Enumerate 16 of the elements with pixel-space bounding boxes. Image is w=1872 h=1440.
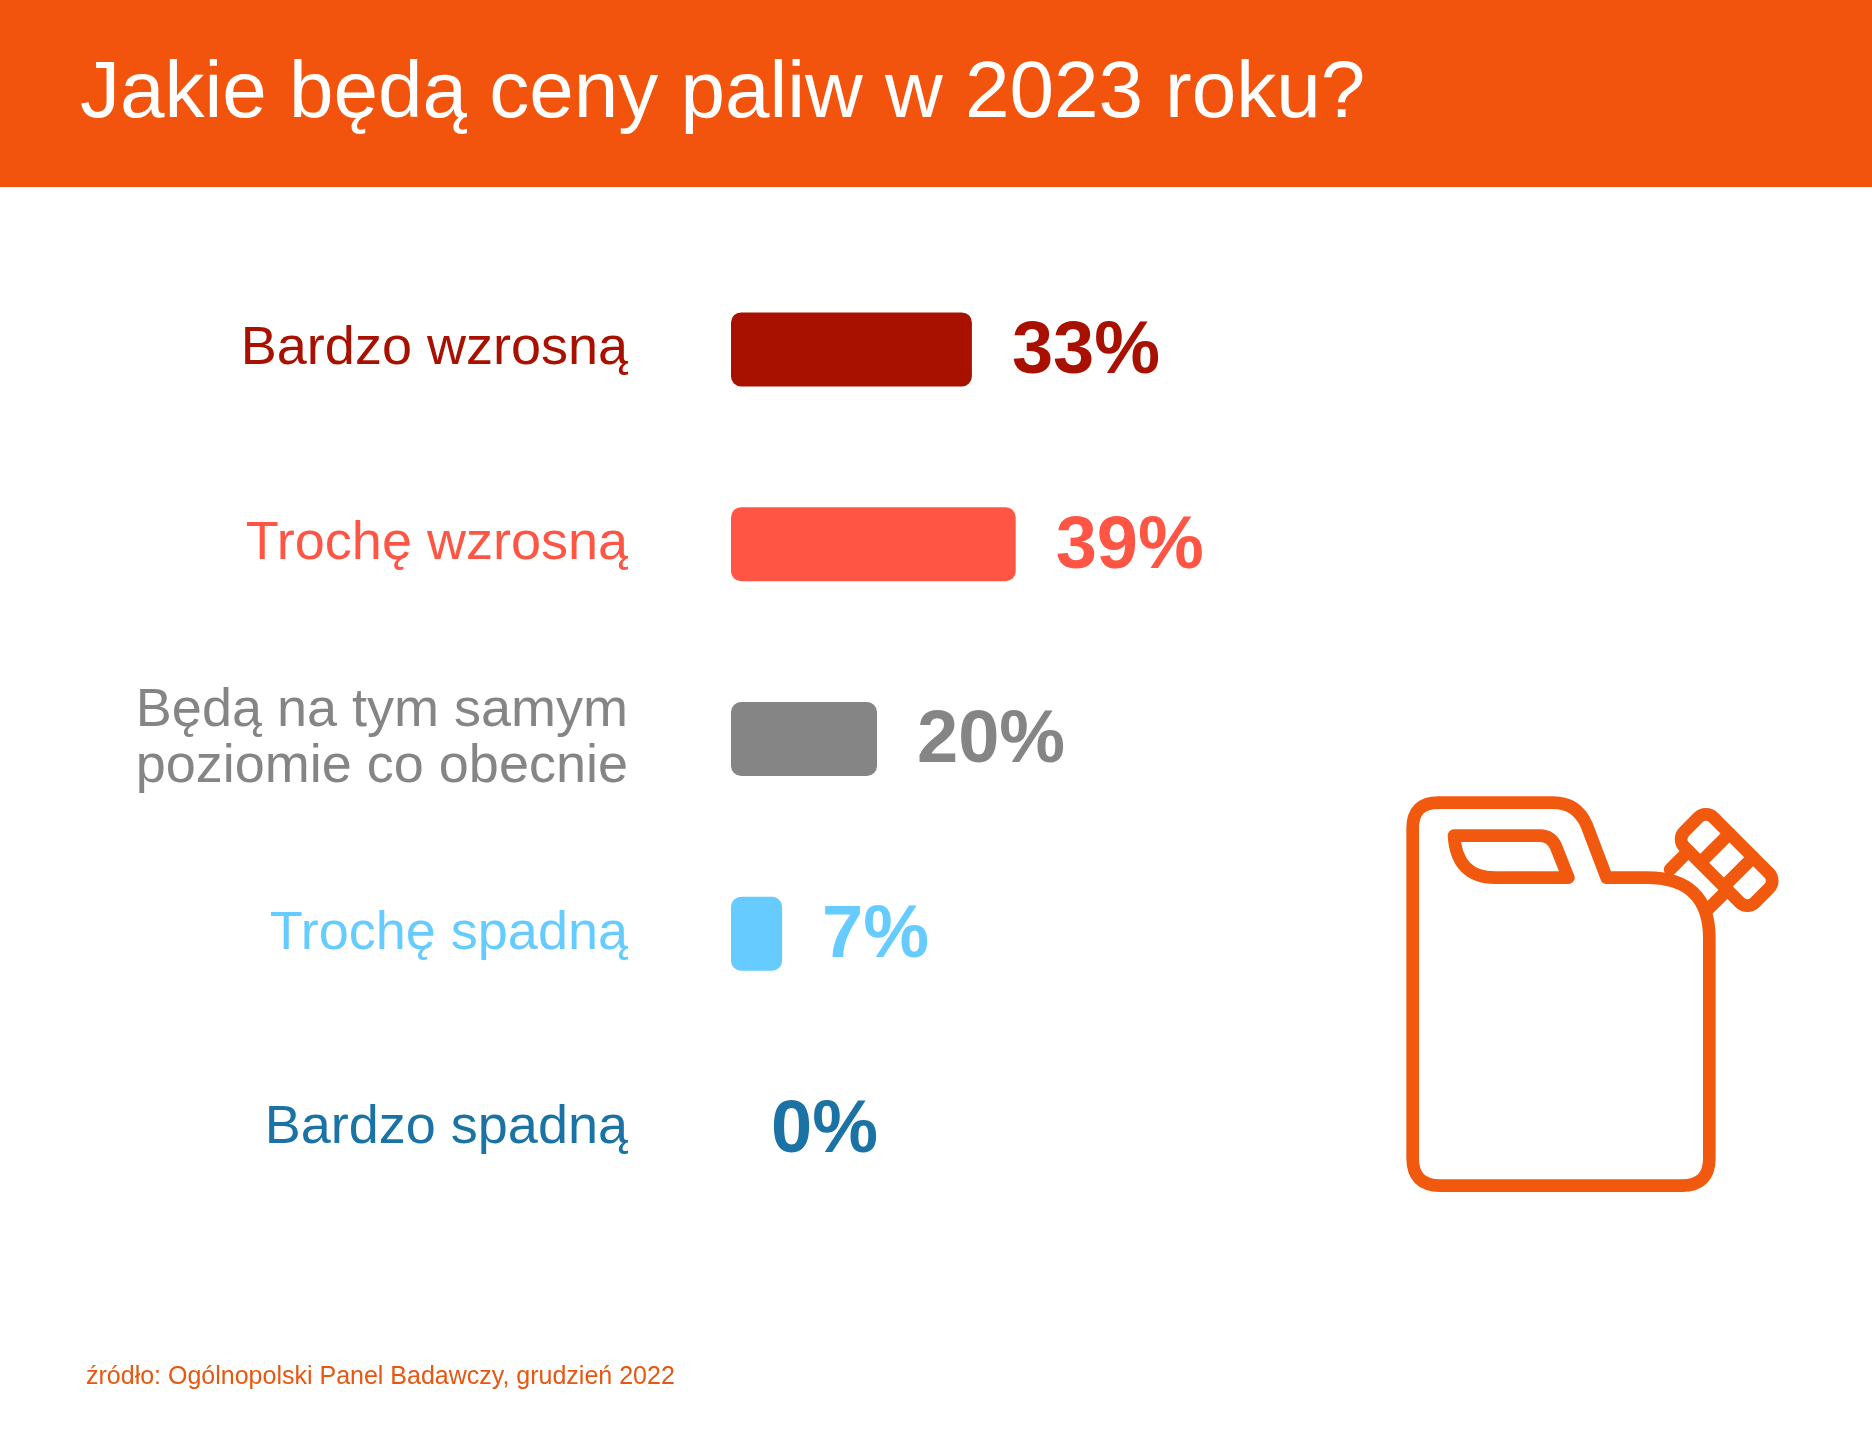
bar xyxy=(731,312,972,387)
data-label: 33% xyxy=(1011,305,1161,389)
chart-title: Jakie będą ceny paliw w 2023 roku? xyxy=(80,45,1366,134)
y-tick-label: Będą na tym samym poziomie co obecnie xyxy=(135,676,628,794)
data-label: 0% xyxy=(771,1085,878,1169)
bar xyxy=(731,507,1016,582)
bar xyxy=(731,896,783,971)
data-label: 39% xyxy=(1055,500,1204,584)
bar xyxy=(731,702,877,776)
y-tick-label: Trochę wzrosną xyxy=(245,510,629,571)
data-label: 7% xyxy=(822,890,930,974)
y-tick-label: Bardzo wzrosną xyxy=(240,315,629,376)
text: źródło: Ogólnopolski Panel Badawczy, grudzień 2022 xyxy=(86,1361,675,1389)
y-tick-label: Trochę spadną xyxy=(269,899,629,960)
y-tick-label: Bardzo spadną xyxy=(264,1094,629,1155)
data-label: 20% xyxy=(917,695,1066,779)
